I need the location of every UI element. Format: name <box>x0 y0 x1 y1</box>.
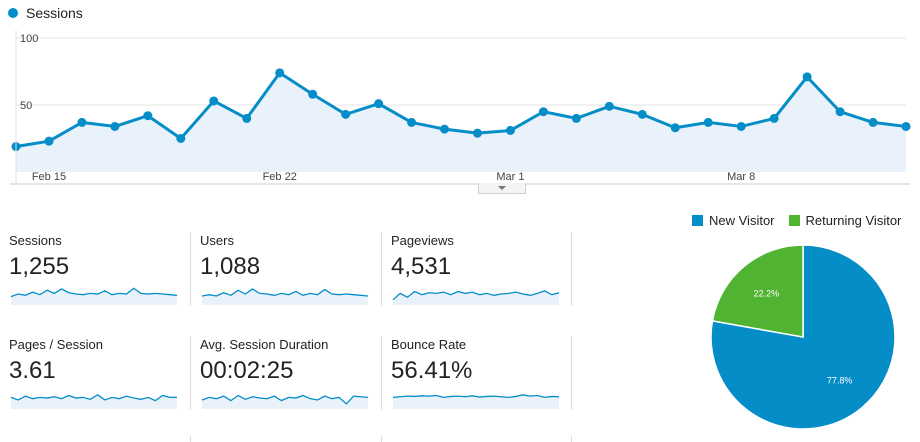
data-point[interactable] <box>407 117 417 127</box>
x-tick-label: Feb 22 <box>263 171 297 183</box>
sparkline-line <box>392 290 560 301</box>
metric-value: 4,531 <box>391 253 452 280</box>
data-point[interactable] <box>835 107 845 117</box>
metric-value: 1,255 <box>9 253 70 280</box>
metric-sparkline <box>10 287 178 305</box>
sparkline-fill <box>202 288 368 305</box>
metric-tile[interactable]: Bounce Rate 56.41% <box>391 337 571 409</box>
legend-label-sessions: Sessions <box>26 5 83 21</box>
sessions-line-chart[interactable]: 100 50 Feb 15 Feb 22 Mar 1 Mar 8 <box>0 28 920 188</box>
data-point[interactable] <box>242 113 252 123</box>
series-color-dot <box>8 8 18 18</box>
metric-sparkline <box>392 394 560 409</box>
metric-sparkline <box>201 394 369 409</box>
metric-sparkline <box>10 394 177 409</box>
chevron-down-icon <box>498 186 506 190</box>
pie-legend-item-returning[interactable]: Returning Visitor <box>788 213 902 228</box>
data-point[interactable] <box>637 109 647 119</box>
pie-slice-label: 77.8% <box>827 376 853 386</box>
pie-legend-label-new: New Visitor <box>709 213 775 228</box>
data-point[interactable] <box>209 96 219 106</box>
data-point[interactable] <box>275 68 285 78</box>
data-point[interactable] <box>769 113 779 123</box>
sparkline-line <box>201 394 369 405</box>
data-point[interactable] <box>901 121 911 131</box>
metric-label: Bounce Rate <box>391 337 467 352</box>
metric-tile[interactable]: Pages / Session 3.61 <box>9 337 189 409</box>
new-visitor-swatch <box>692 215 703 226</box>
metric-divider <box>190 436 191 442</box>
metric-value: 00:02:25 <box>200 357 294 384</box>
sparkline-line <box>201 288 369 297</box>
sparkline-line <box>10 287 178 298</box>
data-point[interactable] <box>77 117 87 127</box>
metric-label: Sessions <box>9 233 62 248</box>
data-point[interactable] <box>341 109 351 119</box>
pie-slice[interactable] <box>710 244 896 430</box>
data-point[interactable] <box>670 123 680 133</box>
data-point[interactable] <box>604 101 614 111</box>
data-point[interactable] <box>374 99 384 109</box>
pie-slice[interactable] <box>711 244 804 338</box>
metric-divider <box>190 336 191 410</box>
data-point[interactable] <box>538 107 548 117</box>
metric-divider <box>571 336 572 410</box>
metric-value: 3.61 <box>9 357 56 384</box>
y-tick-label: 100 <box>20 33 38 45</box>
metric-sparkline <box>392 290 560 305</box>
main-chart-legend[interactable]: Sessions <box>8 5 83 21</box>
data-point[interactable] <box>736 121 746 131</box>
metric-tile[interactable]: Pageviews 4,531 <box>391 233 571 305</box>
sparkline-line <box>10 394 177 402</box>
data-point[interactable] <box>143 111 153 121</box>
data-point[interactable] <box>802 72 812 82</box>
x-tick-label: Mar 1 <box>496 171 524 183</box>
metric-sparkline <box>201 288 369 305</box>
pie-legend: New Visitor Returning Visitor <box>692 213 915 228</box>
returning-visitor-swatch <box>788 215 800 226</box>
data-point[interactable] <box>472 128 482 138</box>
x-tick-label: Feb 15 <box>32 171 66 183</box>
metric-label: Avg. Session Duration <box>200 337 329 352</box>
metric-divider <box>381 336 382 410</box>
data-point[interactable] <box>505 125 515 135</box>
y-tick-label: 50 <box>20 100 32 112</box>
data-point[interactable] <box>308 89 318 99</box>
sparkline-fill <box>11 288 177 305</box>
metric-tile[interactable]: Sessions 1,255 <box>9 233 189 305</box>
pie-legend-item-new[interactable]: New Visitor <box>692 213 775 228</box>
sparkline-fill <box>393 290 559 305</box>
metric-tile[interactable]: Users 1,088 <box>200 233 380 305</box>
metric-divider <box>381 436 382 442</box>
sparkline-fill <box>393 394 559 409</box>
metric-value: 1,088 <box>200 253 261 280</box>
pie-slice-label: 22.2% <box>754 288 780 298</box>
metric-label: Pages / Session <box>9 337 103 352</box>
data-point[interactable] <box>703 117 713 127</box>
metric-divider <box>381 232 382 306</box>
visitor-type-pie-chart[interactable]: 77.8% 22.2% <box>708 242 898 432</box>
data-point[interactable] <box>571 113 581 123</box>
data-point[interactable] <box>868 117 878 127</box>
metric-divider <box>571 436 572 442</box>
metric-tile[interactable]: Avg. Session Duration 00:02:25 <box>200 337 380 409</box>
metric-label: Users <box>200 233 234 248</box>
metric-divider <box>571 232 572 306</box>
data-point[interactable] <box>176 134 186 143</box>
x-tick-label: Mar 8 <box>727 171 755 183</box>
data-point[interactable] <box>44 136 54 146</box>
chart-collapse-toggle[interactable] <box>478 183 526 194</box>
data-point[interactable] <box>110 121 120 131</box>
data-point[interactable] <box>440 124 450 134</box>
sessions-area-fill <box>16 72 906 172</box>
pie-legend-label-returning: Returning Visitor <box>805 213 902 228</box>
metric-label: Pageviews <box>391 233 454 248</box>
sessions-series-line <box>15 71 907 149</box>
sparkline-line <box>392 394 560 399</box>
metric-value: 56.41% <box>391 357 473 384</box>
metric-divider <box>190 232 191 306</box>
